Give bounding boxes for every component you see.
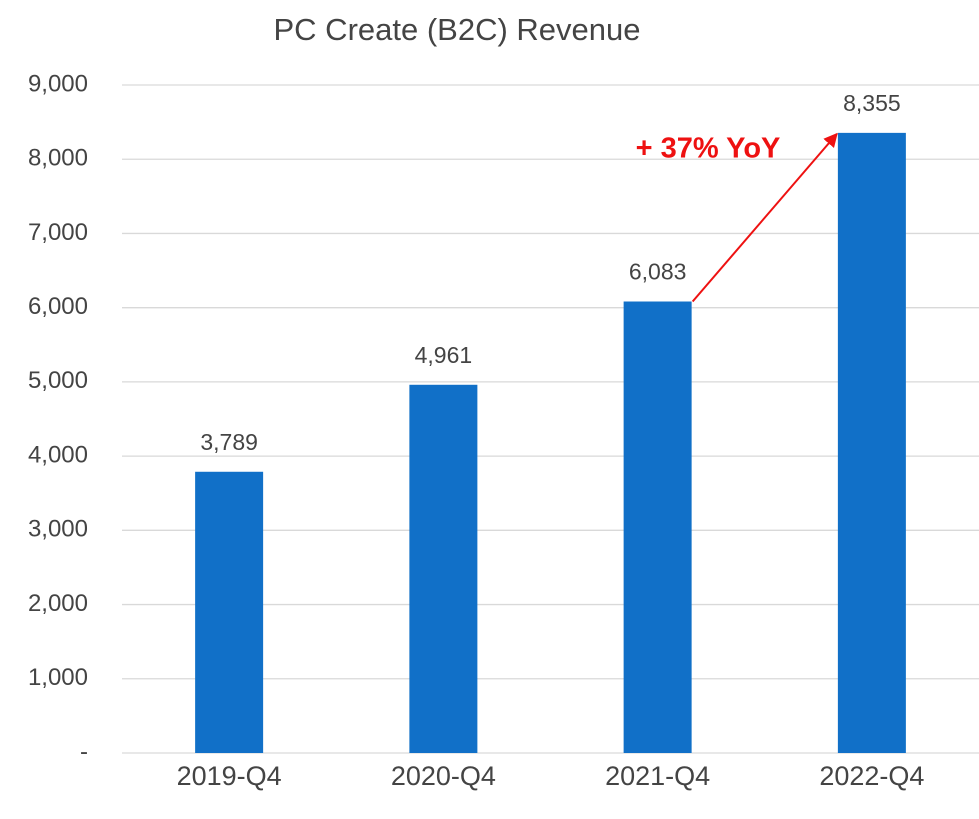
x-tick-label: 2019-Q4 xyxy=(177,761,282,791)
y-tick-label: 2,000 xyxy=(28,590,88,617)
x-tick-label: 2022-Q4 xyxy=(819,761,924,791)
y-tick-label: - xyxy=(80,738,88,765)
annotation: + 37% YoY xyxy=(636,133,781,165)
chart-title: PC Create (B2C) Revenue xyxy=(274,12,641,47)
y-tick-label: 7,000 xyxy=(28,219,88,246)
y-tick-label: 4,000 xyxy=(28,441,88,468)
arrow xyxy=(691,132,838,303)
data-label: 6,083 xyxy=(629,259,687,285)
y-tick-label: 5,000 xyxy=(28,367,88,394)
data-label: 8,355 xyxy=(843,90,901,116)
y-tick-label: 1,000 xyxy=(28,664,88,691)
y-tick-label: 8,000 xyxy=(28,145,88,172)
bar xyxy=(837,132,906,753)
x-tick-label: 2021-Q4 xyxy=(605,761,710,791)
data-label: 4,961 xyxy=(415,342,473,368)
y-tick-label: 6,000 xyxy=(28,293,88,320)
y-tick-label: 9,000 xyxy=(28,70,88,97)
bar xyxy=(195,471,264,753)
bar xyxy=(409,384,478,753)
data-label: 3,789 xyxy=(200,429,258,455)
y-tick-label: 3,000 xyxy=(28,516,88,543)
bar xyxy=(623,301,692,753)
x-tick-label: 2020-Q4 xyxy=(391,761,496,791)
